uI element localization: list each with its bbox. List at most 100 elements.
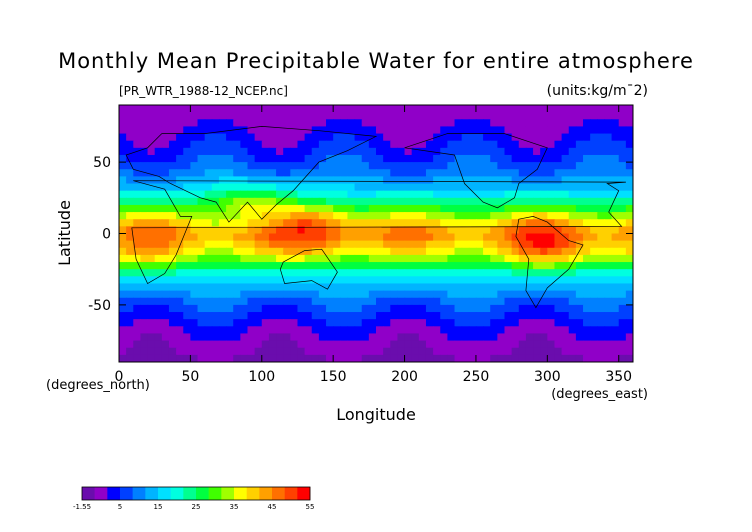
heatmap-cell bbox=[161, 290, 170, 299]
heatmap-cell bbox=[133, 354, 142, 362]
heatmap-cell bbox=[333, 197, 341, 206]
heatmap-cell bbox=[119, 254, 127, 263]
heatmap-cell bbox=[475, 112, 484, 120]
heatmap-cell bbox=[468, 247, 477, 256]
x-tick-label: 50 bbox=[181, 369, 199, 385]
colorbar-label: 35 bbox=[230, 503, 239, 511]
heatmap-cell bbox=[176, 333, 184, 342]
heatmap-cell bbox=[218, 219, 227, 227]
heatmap-cell bbox=[133, 169, 142, 177]
heatmap-cell bbox=[618, 154, 627, 163]
heatmap-cell bbox=[211, 147, 220, 156]
heatmap-cell bbox=[190, 276, 199, 285]
heatmap-cell bbox=[533, 319, 541, 327]
heatmap-cell bbox=[404, 247, 413, 256]
heatmap-cell bbox=[540, 162, 548, 170]
heatmap-cell bbox=[311, 340, 320, 349]
heatmap-cell bbox=[261, 333, 270, 342]
heatmap-cell bbox=[575, 154, 584, 163]
heatmap-cell bbox=[326, 133, 334, 142]
heatmap-cell bbox=[461, 304, 470, 313]
heatmap-cell bbox=[425, 354, 434, 362]
heatmap-cell bbox=[376, 176, 384, 185]
heatmap-cell bbox=[347, 204, 356, 213]
heatmap-cell bbox=[411, 162, 420, 170]
heatmap-cell bbox=[511, 240, 520, 249]
heatmap-cell bbox=[204, 105, 213, 113]
heatmap-cell bbox=[261, 119, 270, 128]
heatmap-cell bbox=[390, 176, 399, 185]
heatmap-cell bbox=[468, 183, 477, 192]
heatmap-cell bbox=[590, 133, 598, 142]
heatmap-cell bbox=[561, 333, 570, 342]
heatmap-cell bbox=[268, 162, 277, 170]
heatmap-cell bbox=[590, 176, 598, 185]
heatmap-cell bbox=[475, 304, 484, 313]
heatmap-cell bbox=[554, 112, 563, 120]
heatmap-cell bbox=[468, 319, 477, 327]
heatmap-cell bbox=[618, 240, 627, 249]
heatmap-cell bbox=[511, 290, 520, 299]
heatmap-cell bbox=[440, 262, 448, 270]
heatmap-cell bbox=[304, 169, 313, 177]
heatmap-cell bbox=[154, 247, 163, 256]
heatmap-cell bbox=[304, 326, 313, 335]
heatmap-cell bbox=[318, 354, 327, 362]
heatmap-cell bbox=[568, 176, 577, 185]
heatmap-cell bbox=[533, 290, 541, 299]
heatmap-cell bbox=[397, 119, 406, 128]
heatmap-cell bbox=[447, 354, 456, 362]
heatmap-cell bbox=[418, 262, 427, 270]
heatmap-cell bbox=[561, 154, 570, 163]
heatmap-cell bbox=[304, 247, 313, 256]
heatmap-cell bbox=[511, 319, 520, 327]
heatmap-cell bbox=[247, 247, 256, 256]
heatmap-cell bbox=[226, 326, 234, 335]
heatmap-cell bbox=[397, 204, 406, 213]
heatmap-cell bbox=[140, 119, 149, 128]
heatmap-cell bbox=[333, 154, 341, 163]
heatmap-cell bbox=[590, 333, 598, 342]
heatmap-cell bbox=[547, 105, 556, 113]
colorbar-swatch bbox=[158, 487, 171, 500]
heatmap-cell bbox=[447, 197, 456, 206]
heatmap-cell bbox=[133, 312, 142, 320]
colorbar-label: 55 bbox=[306, 503, 315, 511]
heatmap-cell bbox=[425, 340, 434, 349]
heatmap-cell bbox=[625, 197, 633, 206]
heatmap-cell bbox=[568, 154, 577, 163]
colorbar-swatch bbox=[208, 487, 222, 500]
heatmap-cell bbox=[368, 133, 377, 142]
heatmap-cell bbox=[140, 219, 149, 227]
heatmap-cell bbox=[497, 312, 506, 320]
heatmap-cell bbox=[297, 147, 306, 156]
heatmap-cell bbox=[483, 226, 491, 235]
heatmap-cell bbox=[154, 297, 163, 306]
heatmap-cell bbox=[461, 247, 470, 256]
heatmap-cell bbox=[597, 197, 606, 206]
heatmap-cell bbox=[425, 233, 434, 242]
heatmap-cell bbox=[140, 312, 149, 320]
heatmap-cell bbox=[597, 105, 606, 113]
heatmap-cell bbox=[326, 290, 334, 299]
heatmap-cell bbox=[183, 247, 191, 256]
heatmap-cell bbox=[361, 269, 370, 277]
heatmap-cell bbox=[261, 105, 270, 113]
heatmap-cell bbox=[454, 312, 463, 320]
heatmap-cell bbox=[554, 154, 563, 163]
heatmap-cell bbox=[440, 133, 448, 142]
heatmap-cell bbox=[618, 169, 627, 177]
heatmap-cell bbox=[354, 340, 363, 349]
heatmap-cell bbox=[326, 204, 334, 213]
heatmap-cell bbox=[268, 105, 277, 113]
heatmap-cell bbox=[497, 147, 506, 156]
heatmap-cell bbox=[340, 226, 349, 235]
heatmap-cell bbox=[454, 340, 463, 349]
units-label: (units:kg/m¯2) bbox=[547, 83, 648, 99]
heatmap-cell bbox=[376, 169, 384, 177]
heatmap-cell bbox=[361, 119, 370, 128]
heatmap-cell bbox=[290, 276, 299, 285]
file-name-label: [PR_WTR_1988-12_NCEP.nc] bbox=[119, 84, 288, 98]
heatmap-cell bbox=[468, 105, 477, 113]
heatmap-cell bbox=[454, 254, 463, 263]
